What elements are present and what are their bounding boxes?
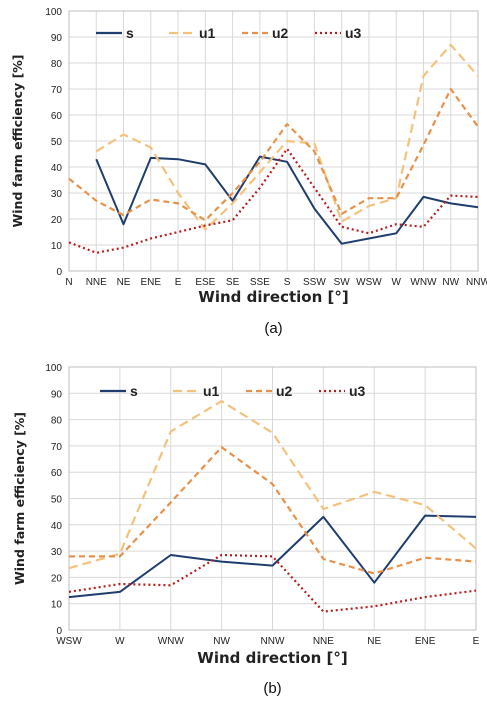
x-tick-label: E	[473, 636, 480, 647]
x-tick-label: WSW	[356, 277, 382, 288]
y-tick-label: 30	[51, 547, 63, 558]
x-tick-label: W	[115, 636, 125, 647]
y-axis-label: Wind farm efficiency [%]	[10, 54, 25, 227]
x-tick-label: S	[284, 277, 291, 288]
y-tick-label: 100	[45, 363, 62, 374]
x-tick-label: ENE	[141, 277, 162, 288]
y-tick-label: 0	[56, 626, 62, 637]
y-tick-label: 40	[51, 163, 63, 174]
y-tick-label: 90	[51, 389, 63, 400]
series-line-u3	[68, 147, 479, 254]
x-tick-label: NE	[367, 636, 381, 647]
x-tick-label: NNE	[86, 277, 107, 288]
x-tick-label: NE	[117, 277, 131, 288]
y-tick-label: 60	[51, 468, 63, 479]
y-tick-label: 100	[45, 7, 62, 18]
y-tick-label: 80	[51, 416, 63, 427]
x-tick-label: N	[65, 277, 72, 288]
y-tick-label: 60	[51, 111, 63, 122]
x-tick-label: W	[391, 277, 401, 288]
y-tick-label: 40	[51, 521, 63, 532]
legend-label-u3: u3	[349, 383, 366, 399]
y-tick-label: 90	[51, 33, 63, 44]
y-tick-label: 10	[51, 600, 63, 611]
y-tick-label: 50	[51, 137, 63, 148]
x-tick-label: NNW	[261, 636, 285, 647]
x-tick-label: NNE	[313, 636, 334, 647]
y-tick-label: 70	[51, 85, 63, 96]
plot-frame	[68, 10, 479, 272]
x-tick-label: NW	[213, 636, 230, 647]
y-tick-label: 20	[51, 215, 63, 226]
x-tick-label: SE	[226, 277, 240, 288]
plot-frame	[68, 366, 477, 631]
series-line-s	[95, 155, 479, 245]
x-tick-label: WSW	[56, 636, 82, 647]
x-tick-label: SSE	[250, 277, 270, 288]
x-tick-label: WNW	[410, 277, 437, 288]
series-line-u2	[69, 446, 477, 575]
series-line-u1	[95, 43, 479, 231]
legend-label-u2: u2	[276, 383, 293, 399]
chart-caption: (b)	[263, 680, 281, 697]
legend-label-s: s	[126, 25, 134, 41]
y-tick-label: 20	[51, 573, 63, 584]
y-axis-label: Wind farm efficiency [%]	[12, 412, 27, 585]
chart-caption: (a)	[264, 320, 282, 337]
legend-label-u1: u1	[203, 383, 220, 399]
series-line-u2	[68, 87, 479, 222]
x-tick-label: NNW	[466, 277, 487, 288]
x-tick-label: ESE	[195, 277, 215, 288]
x-tick-label: NW	[442, 277, 459, 288]
legend-label-s: s	[130, 383, 138, 399]
legend-label-u3: u3	[345, 25, 362, 41]
x-tick-label: SSW	[303, 277, 326, 288]
x-tick-label: SW	[334, 277, 351, 288]
series-line-u1	[68, 400, 477, 570]
y-tick-label: 0	[56, 267, 62, 278]
y-tick-label: 30	[51, 189, 63, 200]
series-line-s	[68, 514, 477, 599]
chart-a: 0 10 20 30 40 50 60 70 80 90 100 N NNE NE ENE E ESE SE SSE…	[10, 7, 487, 337]
x-tick-label: ENE	[415, 636, 436, 647]
x-axis-label: Wind direction [°]	[198, 288, 348, 306]
x-tick-label: WNW	[158, 636, 185, 647]
chart-b: 0 10 20 30 40 50 60 70 80 90 100 WSW W WNW NW NNW NNE NE E…	[12, 363, 480, 697]
x-axis-label: Wind direction [°]	[197, 649, 347, 667]
x-tick-label: E	[175, 277, 182, 288]
legend-label-u1: u1	[199, 25, 216, 41]
y-tick-label: 80	[51, 59, 63, 70]
y-tick-label: 50	[51, 495, 63, 506]
y-tick-label: 10	[51, 241, 63, 252]
legend-label-u2: u2	[272, 25, 289, 41]
y-tick-label: 70	[51, 442, 63, 453]
